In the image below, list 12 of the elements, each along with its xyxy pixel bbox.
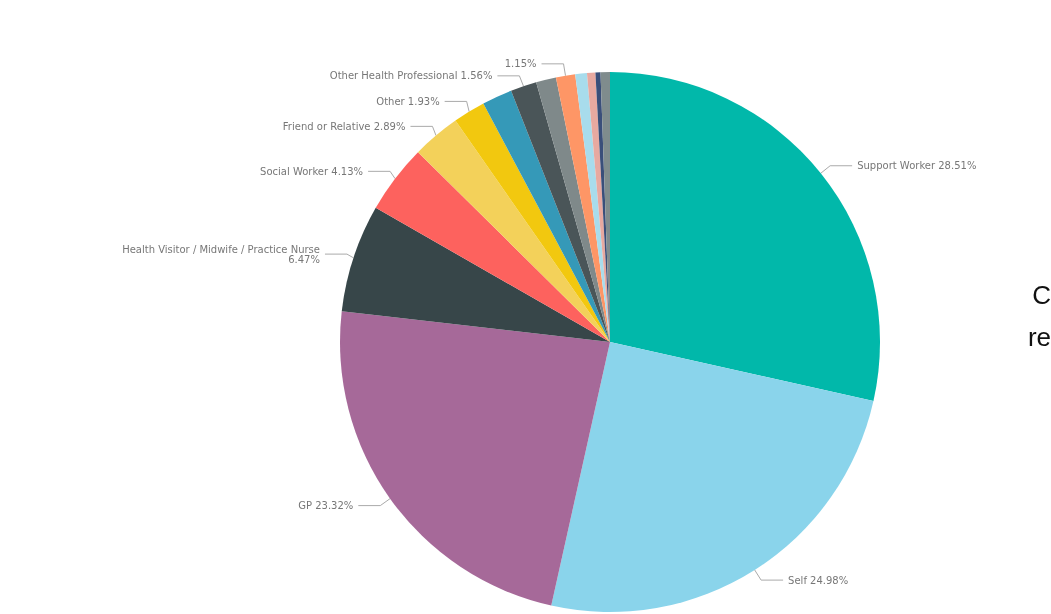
slice-label: Social Worker 4.13%: [260, 165, 364, 177]
text: C: [1032, 280, 1051, 310]
slice-label: Other 1.93%: [376, 95, 440, 107]
data-label: 1.15%: [504, 58, 537, 70]
text: re: [1027, 322, 1051, 352]
slice-label: GP 23.32%: [298, 500, 354, 512]
slice-label: Other Health Professional 1.56%: [329, 70, 493, 82]
slice-label: Self 24.98%: [788, 574, 849, 586]
slice-label: Health Visitor / Midwife / Practice Nurse: [122, 243, 320, 255]
data-label: 6.47%: [288, 253, 320, 265]
slice-label: Friend or Relative 2.89%: [282, 120, 406, 132]
slice-label: Support Worker 28.51%: [857, 160, 977, 172]
